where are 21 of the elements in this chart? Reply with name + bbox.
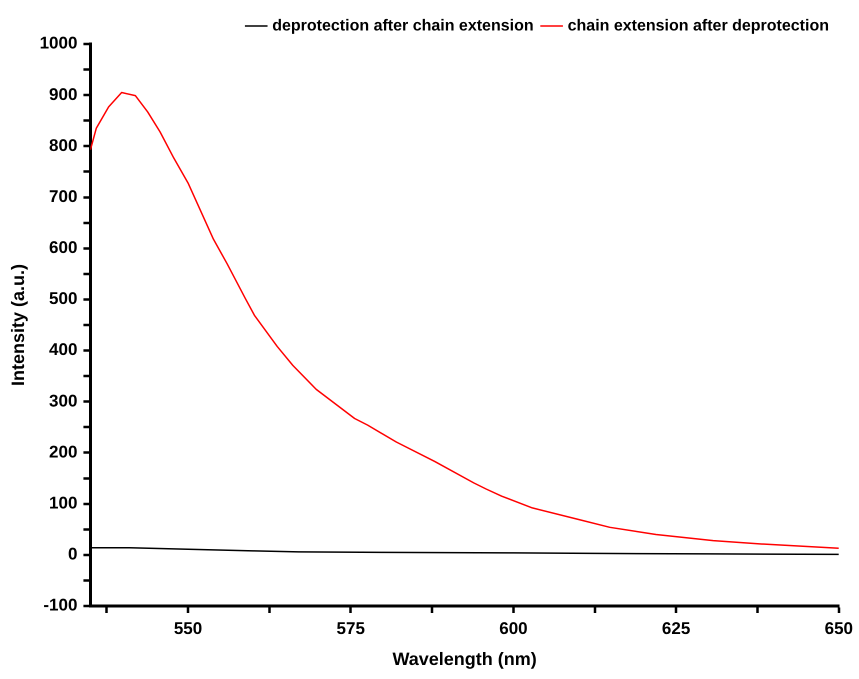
legend-label: deprotection after chain extension — [272, 17, 534, 34]
x-axis-title: Wavelength (nm) — [392, 649, 537, 670]
x-tick-label: 625 — [662, 618, 690, 638]
y-tick-label: 200 — [49, 442, 78, 462]
legend-label: chain extension after deprotection — [568, 17, 830, 34]
y-tick-label: 300 — [49, 391, 78, 410]
y-tick-label: 700 — [49, 186, 78, 206]
y-tick-label: 1000 — [40, 34, 78, 53]
y-tick-label: 900 — [49, 84, 78, 104]
y-tick-label: 100 — [49, 494, 78, 513]
y-tick-label: 0 — [68, 544, 78, 564]
y-tick-label: 400 — [49, 340, 78, 360]
y-tick-label: 800 — [49, 136, 78, 155]
x-tick-label: 550 — [174, 618, 202, 638]
y-axis-title: Intensity (a.u.) — [8, 264, 28, 386]
y-tick-label: 500 — [49, 289, 78, 308]
x-tick-label: 600 — [499, 618, 528, 638]
y-tick-label: 600 — [49, 238, 78, 258]
x-tick-label: 575 — [336, 618, 365, 638]
y-tick-label: -100 — [43, 596, 78, 615]
x-tick-label: 650 — [824, 618, 854, 638]
